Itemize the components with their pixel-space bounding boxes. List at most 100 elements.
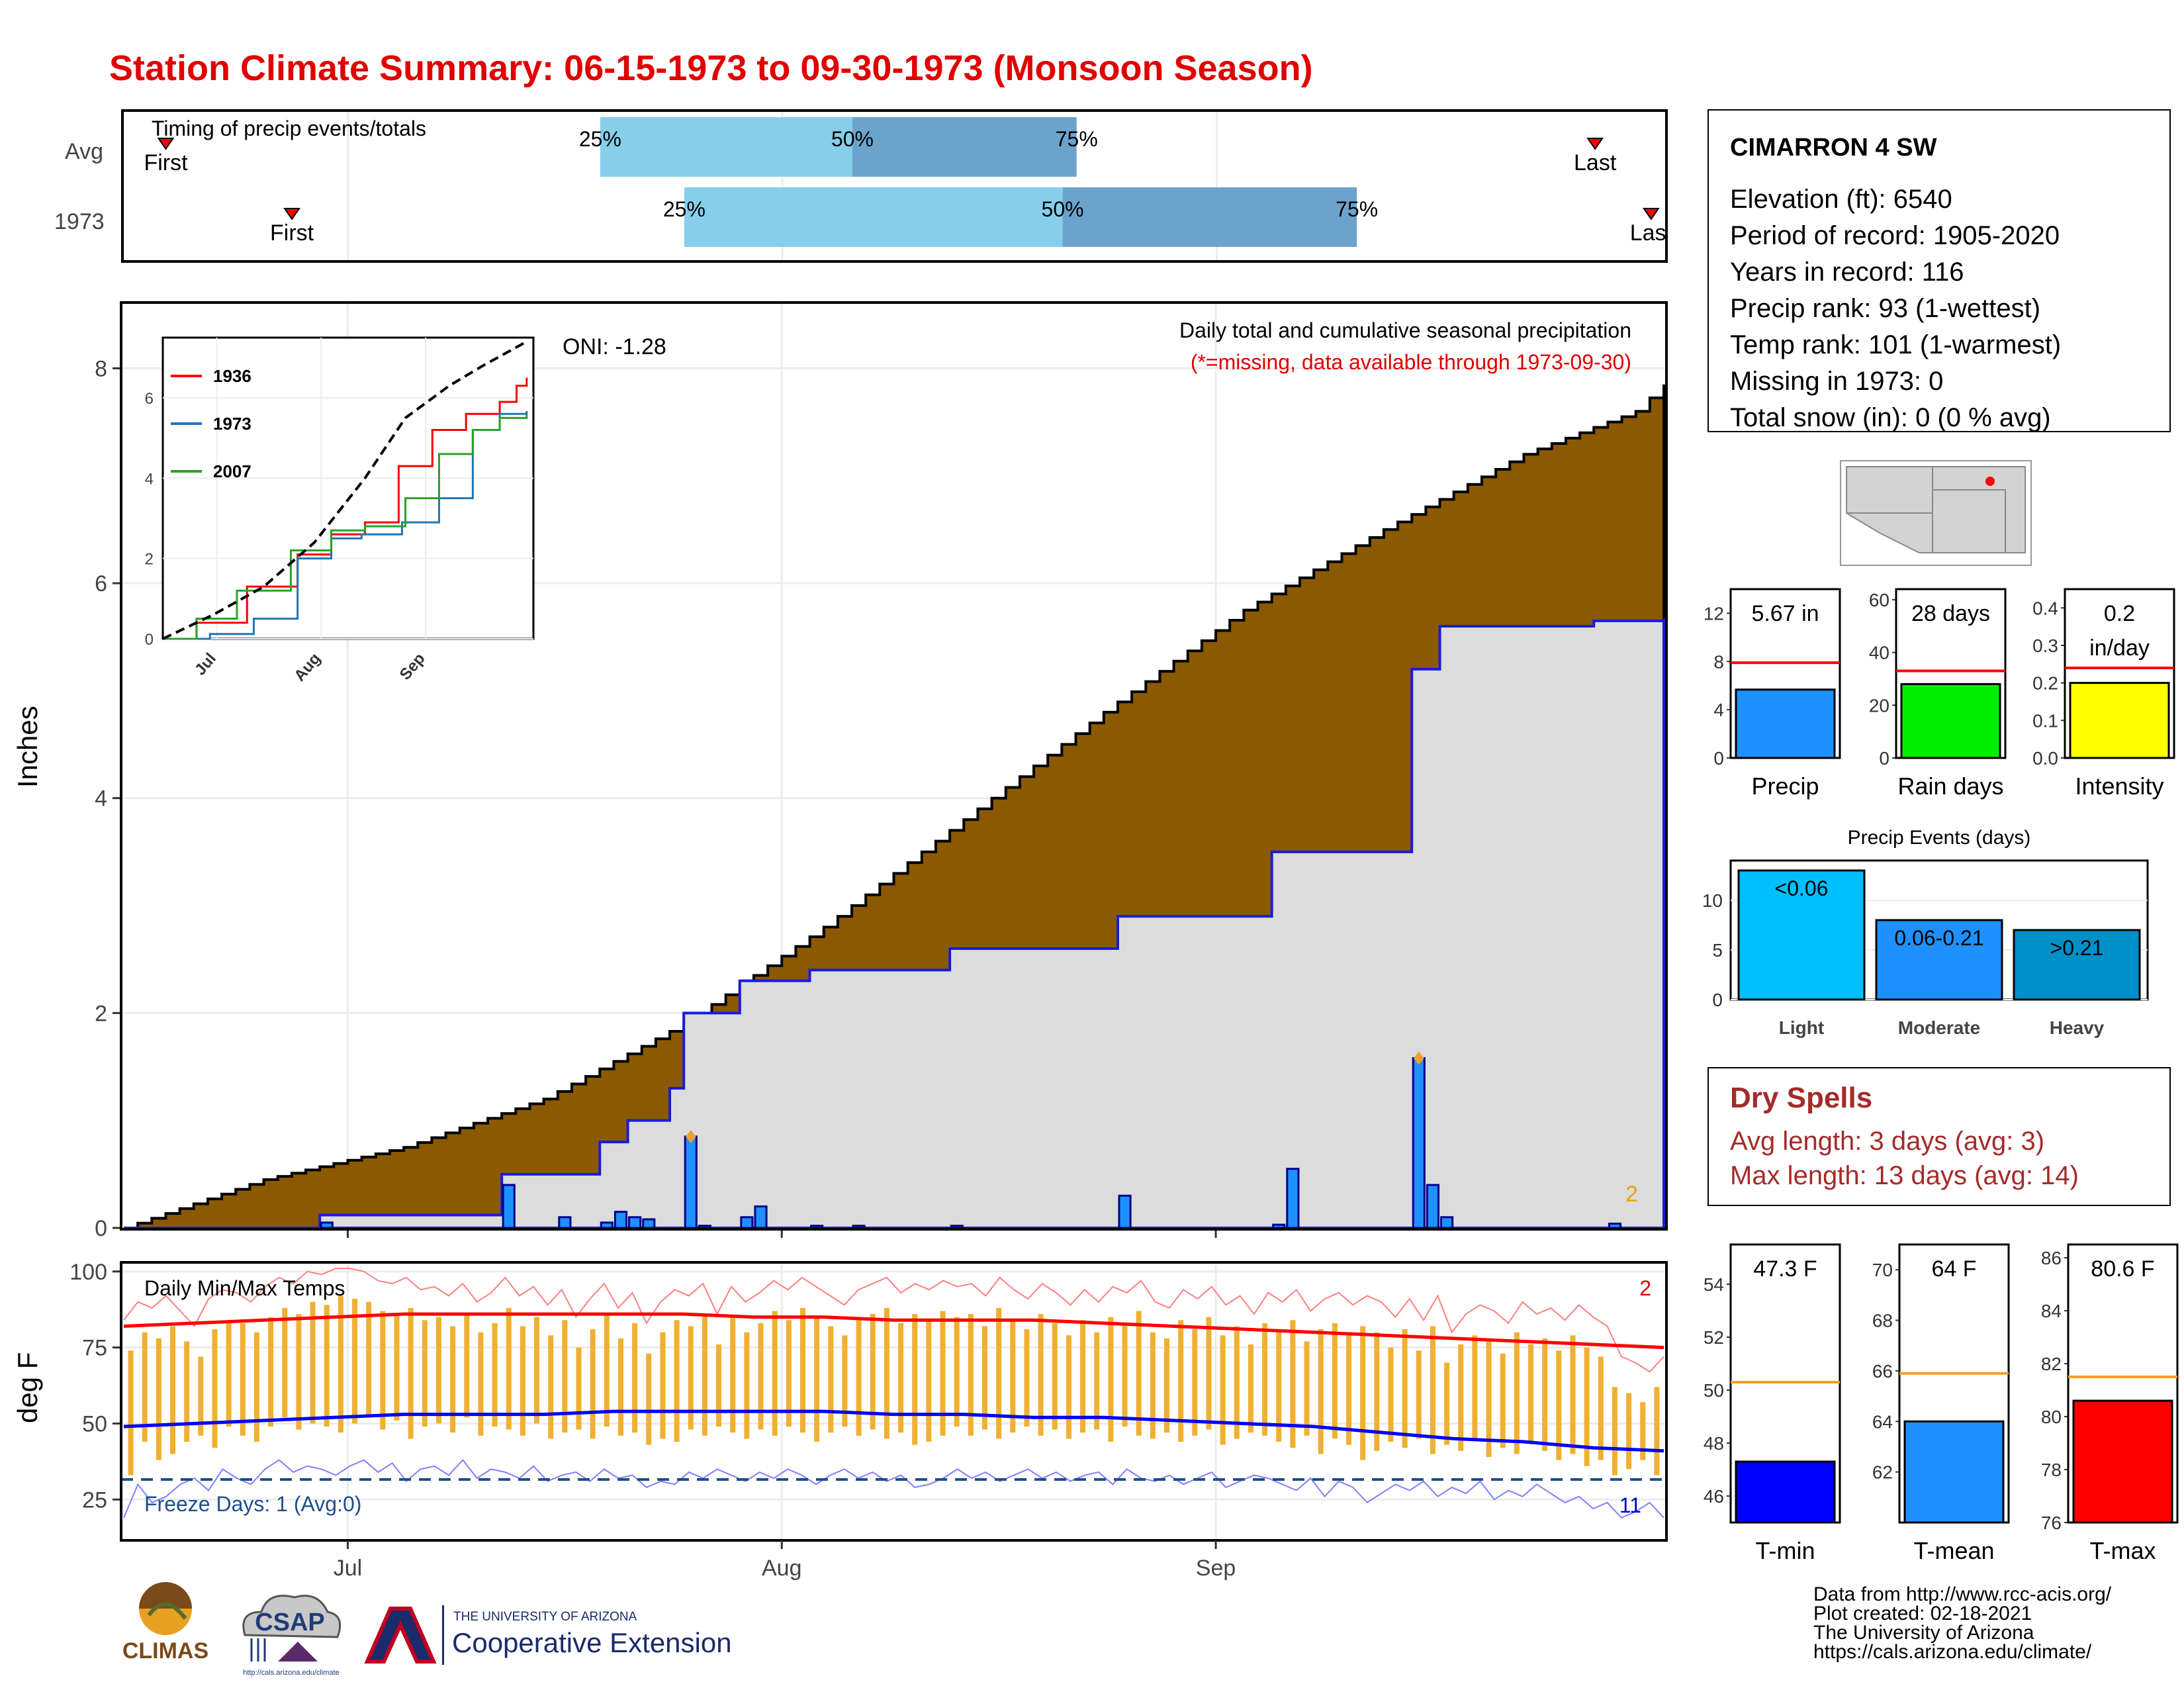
temp-ytick-label: 75	[82, 1336, 107, 1361]
temp-range-bar	[1640, 1402, 1646, 1460]
mini-bar	[1735, 688, 1836, 759]
dry-spells-max: Max length: 13 days (avg: 14)	[1730, 1161, 2079, 1190]
timing-bar-25-50	[684, 187, 1063, 247]
temp-range-bar	[828, 1326, 834, 1433]
month-label: Sep	[1196, 1556, 1236, 1581]
inset-legend-label: 2007	[213, 461, 251, 481]
temp-range-bar	[1234, 1326, 1240, 1439]
inset-ytick-label: 0	[145, 631, 154, 649]
timing-label: Timing of precip events/totals	[152, 117, 426, 140]
station-location-dot	[1985, 477, 1995, 486]
events-bar-label: <0.06	[1775, 876, 1829, 900]
station-info: CIMARRON 4 SW Elevation (ft): 6540 Perio…	[1707, 109, 2171, 432]
events-bar-label: >0.21	[2050, 936, 2104, 960]
temp-range-bar	[856, 1320, 862, 1436]
temp-range-bar	[492, 1323, 498, 1427]
dry-spells-box: Dry Spells Avg length: 3 days (avg: 3) M…	[1707, 1067, 2171, 1206]
temp-range-bar	[380, 1311, 386, 1430]
climas-logo: CLIMAS	[122, 1582, 208, 1664]
temp-range-bar	[1066, 1335, 1071, 1439]
temp-range-bar	[1458, 1344, 1464, 1451]
temp-range-bar	[338, 1295, 343, 1433]
credit-created: Plot created: 02-18-2021	[1813, 1603, 2032, 1624]
temp-gridlines	[121, 1262, 1666, 1539]
timing-ylabel-avg: Avg	[65, 139, 103, 164]
station-temp-rank: Temp rank: 101 (1-warmest)	[1730, 330, 2062, 359]
temp-range-bar	[478, 1332, 484, 1436]
daily-precip-bar	[740, 1216, 754, 1229]
timing-last-label: Last	[1630, 220, 1668, 246]
main-title: Daily total and cumulative seasonal prec…	[1179, 318, 1631, 342]
temp-range-bar	[310, 1301, 316, 1424]
temp-range-bar	[744, 1332, 750, 1439]
temp-range-bar	[1206, 1317, 1212, 1430]
mini-tick-label: 0.0	[2032, 748, 2058, 769]
temp-range-bar	[1346, 1335, 1352, 1445]
inset-ytick-label: 6	[145, 390, 154, 408]
temp-range-bar	[772, 1311, 778, 1436]
temp-range-bar	[352, 1299, 358, 1424]
temp-range-bar	[814, 1317, 820, 1442]
temp-lines	[123, 1268, 1664, 1519]
precip-chart: 0 2 4 6 8 Daily total and cumulative seasona…	[95, 301, 1668, 1241]
daily-precip-bar	[614, 1211, 628, 1229]
timing-panel: 25% 50% 75% First Last 25% 50% 75% First Last Tim…	[121, 109, 1668, 263]
main-xticks	[346, 1229, 1217, 1238]
station-years: Years in record: 116	[1730, 258, 1964, 287]
temp-range-bar	[450, 1326, 456, 1433]
temp-range-bar	[506, 1307, 512, 1430]
mini-tick-label: 60	[1869, 590, 1889, 610]
extreme-precip-marker	[1413, 1051, 1424, 1065]
main-ytick-label: 4	[95, 786, 107, 812]
temp-range-bar	[1318, 1329, 1324, 1454]
temp-range-bar	[982, 1326, 988, 1430]
temp-range-bar	[1010, 1320, 1016, 1433]
tbar-tick-label: 52	[1704, 1327, 1724, 1348]
csap-logo: CSAP http://cals.arizona.edu/climate	[242, 1595, 341, 1677]
ua-logo	[364, 1607, 437, 1664]
min-count: 11	[1619, 1493, 1641, 1517]
events-bar-label: 0.06-0.21	[1894, 926, 1983, 950]
events-bar	[1875, 919, 2003, 1001]
temp-range-bar	[1332, 1323, 1338, 1439]
tbar-tick-label: 82	[2041, 1354, 2062, 1374]
temp-range-bar	[1360, 1326, 1366, 1460]
max-count: 2	[1639, 1276, 1651, 1300]
temp-ytick-label: 25	[82, 1487, 107, 1513]
temp-bars	[128, 1295, 1660, 1476]
temp-range-bar	[1388, 1347, 1394, 1442]
temp-range-bar	[1080, 1320, 1086, 1433]
timing-last-label: Last	[1574, 150, 1617, 175]
inset-line	[163, 414, 528, 640]
timing-ylabel-year: 1973	[54, 209, 105, 234]
temp-range-bar	[464, 1314, 470, 1418]
dry-spells-title: Dry Spells	[1730, 1082, 1873, 1114]
timing-last-marker	[1642, 208, 1660, 220]
temp-range-bar	[1094, 1332, 1100, 1430]
oni-label: ONI: -1.28	[563, 334, 666, 359]
timing-first-label: First	[270, 220, 314, 246]
temp-range-bar	[1276, 1332, 1282, 1442]
timing-marks: 25% 50% 75% First Last 25% 50% 75% First Last	[144, 117, 1668, 247]
tbar-tick-label: 54	[1704, 1274, 1724, 1295]
tbar-tick-label: 64	[1872, 1411, 1893, 1432]
cumulative-1973-area	[124, 618, 1665, 1229]
mini-tick-label: 0.4	[2032, 598, 2058, 618]
temp-range-bar	[366, 1301, 372, 1418]
mini-tick-label: 12	[1704, 603, 1724, 624]
main-ytick-label: 8	[95, 356, 107, 381]
inset-ytick-label: 2	[145, 551, 154, 569]
temp-range-bar	[534, 1317, 540, 1424]
temp-range-bar	[1416, 1350, 1422, 1439]
events-tick-label: 10	[1702, 890, 1723, 911]
temp-range-bar	[1122, 1323, 1128, 1427]
temp-range-bar	[1290, 1320, 1296, 1448]
temp-range-bar	[940, 1311, 946, 1436]
temp-range-bar	[912, 1314, 918, 1445]
mini-bar	[2069, 682, 2170, 759]
temps-ylabel: deg F	[12, 1352, 43, 1423]
temp-range-bar	[1598, 1356, 1604, 1460]
freeze-label: Freeze Days: 1 (Avg:0)	[144, 1492, 361, 1516]
main-ytick-label: 6	[95, 571, 107, 596]
temp-range-bar	[1220, 1335, 1226, 1445]
